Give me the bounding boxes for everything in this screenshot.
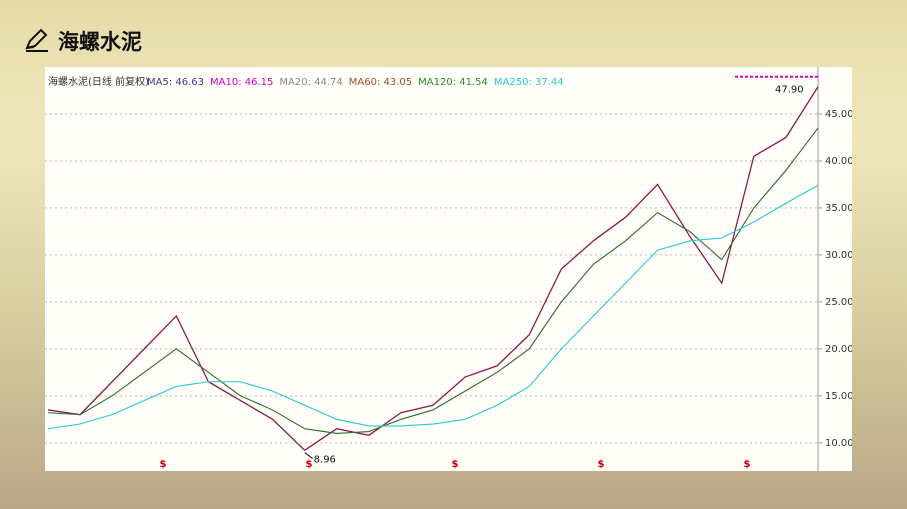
y-tick-label: 15.00 [825, 391, 852, 402]
dividend-marker: $ [160, 459, 167, 470]
y-tick-label: 40.00 [825, 156, 852, 167]
dividend-marker: $ [598, 459, 605, 470]
legend-entry: MA60: 43.05 [349, 77, 412, 88]
legend-entry: MA5: 46.63 [147, 77, 204, 88]
legend-entry: MA10: 46.15 [210, 77, 273, 88]
legend-entry: MA250: 37.44 [494, 77, 564, 88]
series-line [47, 127, 819, 434]
dividend-marker: $ [452, 459, 459, 470]
chart: 海螺水泥(日线 前复权) 10.00 15.00 20.00 25.00 30.00 35… [45, 67, 852, 471]
slide-title: 海螺水泥 [58, 30, 142, 54]
low-pointer [304, 452, 313, 459]
dividend-marker: $ [306, 459, 313, 470]
legend-entry: MA20: 44.74 [279, 77, 342, 88]
y-tick-label: 20.00 [825, 344, 852, 355]
high-label: 47.90 [775, 85, 804, 96]
legend-entry: MA120: 41.54 [418, 77, 488, 88]
y-tick-label: 25.00 [825, 297, 852, 308]
chart-title: 海螺水泥(日线 前复权) [48, 75, 149, 88]
chart-bg [45, 67, 852, 471]
y-tick-label: 45.00 [825, 109, 852, 120]
y-tick-label: 10.00 [825, 438, 852, 449]
y-tick-label: 35.00 [825, 203, 852, 214]
y-tick-label: 30.00 [825, 250, 852, 261]
series-line [47, 184, 819, 430]
low-label: 8.96 [314, 455, 336, 466]
dividend-marker: $ [744, 459, 751, 470]
series-line [47, 86, 819, 452]
pen-icon [25, 28, 48, 52]
